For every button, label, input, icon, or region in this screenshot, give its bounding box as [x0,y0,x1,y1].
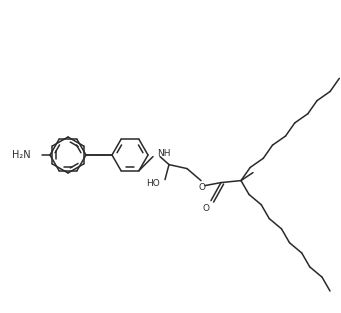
Text: HO: HO [146,179,160,188]
Text: O: O [203,204,209,213]
Text: O: O [198,183,206,192]
Text: NH: NH [157,149,170,158]
Text: H₂N: H₂N [12,150,31,160]
